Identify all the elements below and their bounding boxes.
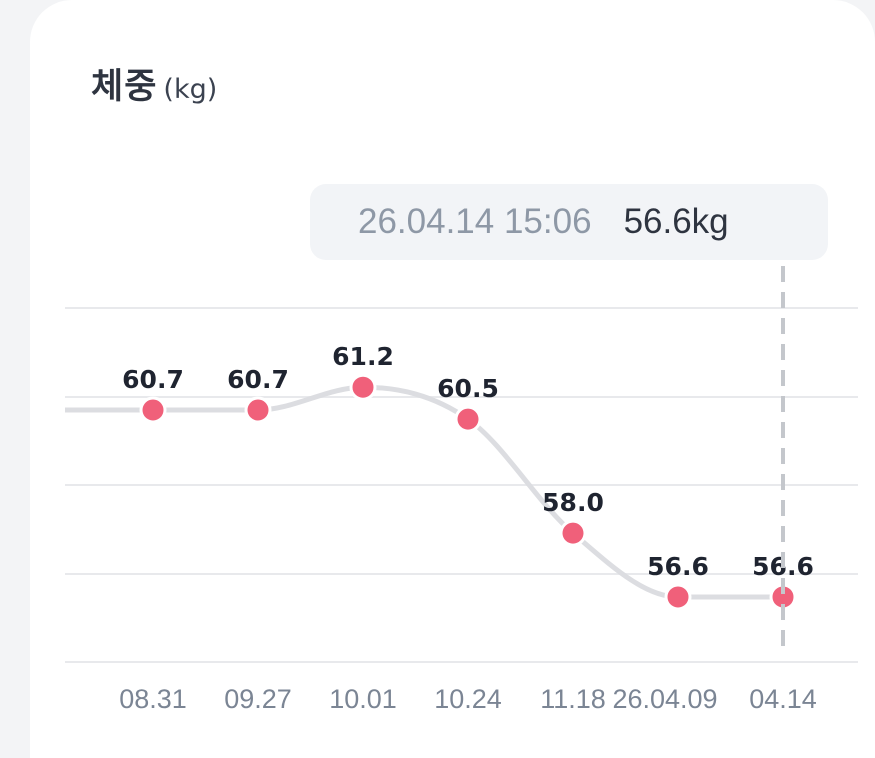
x-tick-label: 11.18: [540, 684, 606, 714]
data-label: 56.6: [647, 552, 709, 581]
title-text: 체중: [91, 67, 158, 107]
weight-card: [30, 0, 875, 758]
data-point[interactable]: [244, 396, 272, 424]
data-point[interactable]: [36, 398, 60, 422]
data-point[interactable]: [664, 583, 692, 611]
selected-point-tooltip: 26.04.14 15:06 56.6kg: [310, 184, 828, 260]
x-tick-label: 04.14: [749, 684, 817, 714]
tooltip-date: 26.04.14 15:06: [358, 202, 592, 241]
data-point[interactable]: [454, 405, 482, 433]
x-tick-label: 08.31: [119, 684, 187, 714]
x-tick-label: 26.04.09: [612, 684, 717, 714]
data-point[interactable]: [349, 373, 377, 401]
x-tick-label: 10.01: [329, 684, 397, 714]
data-point[interactable]: [559, 519, 587, 547]
x-tick-label: 09.27: [224, 684, 292, 714]
title-unit: (kg): [163, 74, 218, 105]
data-label: 7: [39, 365, 56, 394]
card-title: 체중 (kg): [91, 58, 217, 109]
tooltip-value: 56.6kg: [623, 202, 729, 241]
x-tick-label: 10.24: [434, 684, 502, 714]
data-label: 58.0: [542, 488, 604, 517]
data-label: 61.2: [332, 342, 394, 371]
series-line: [65, 384, 786, 600]
data-label: 60.7: [227, 365, 289, 394]
data-label: 60.7: [122, 365, 184, 394]
x-tick-label: 1: [40, 684, 55, 714]
data-point[interactable]: [139, 396, 167, 424]
data-label: 60.5: [437, 374, 499, 403]
